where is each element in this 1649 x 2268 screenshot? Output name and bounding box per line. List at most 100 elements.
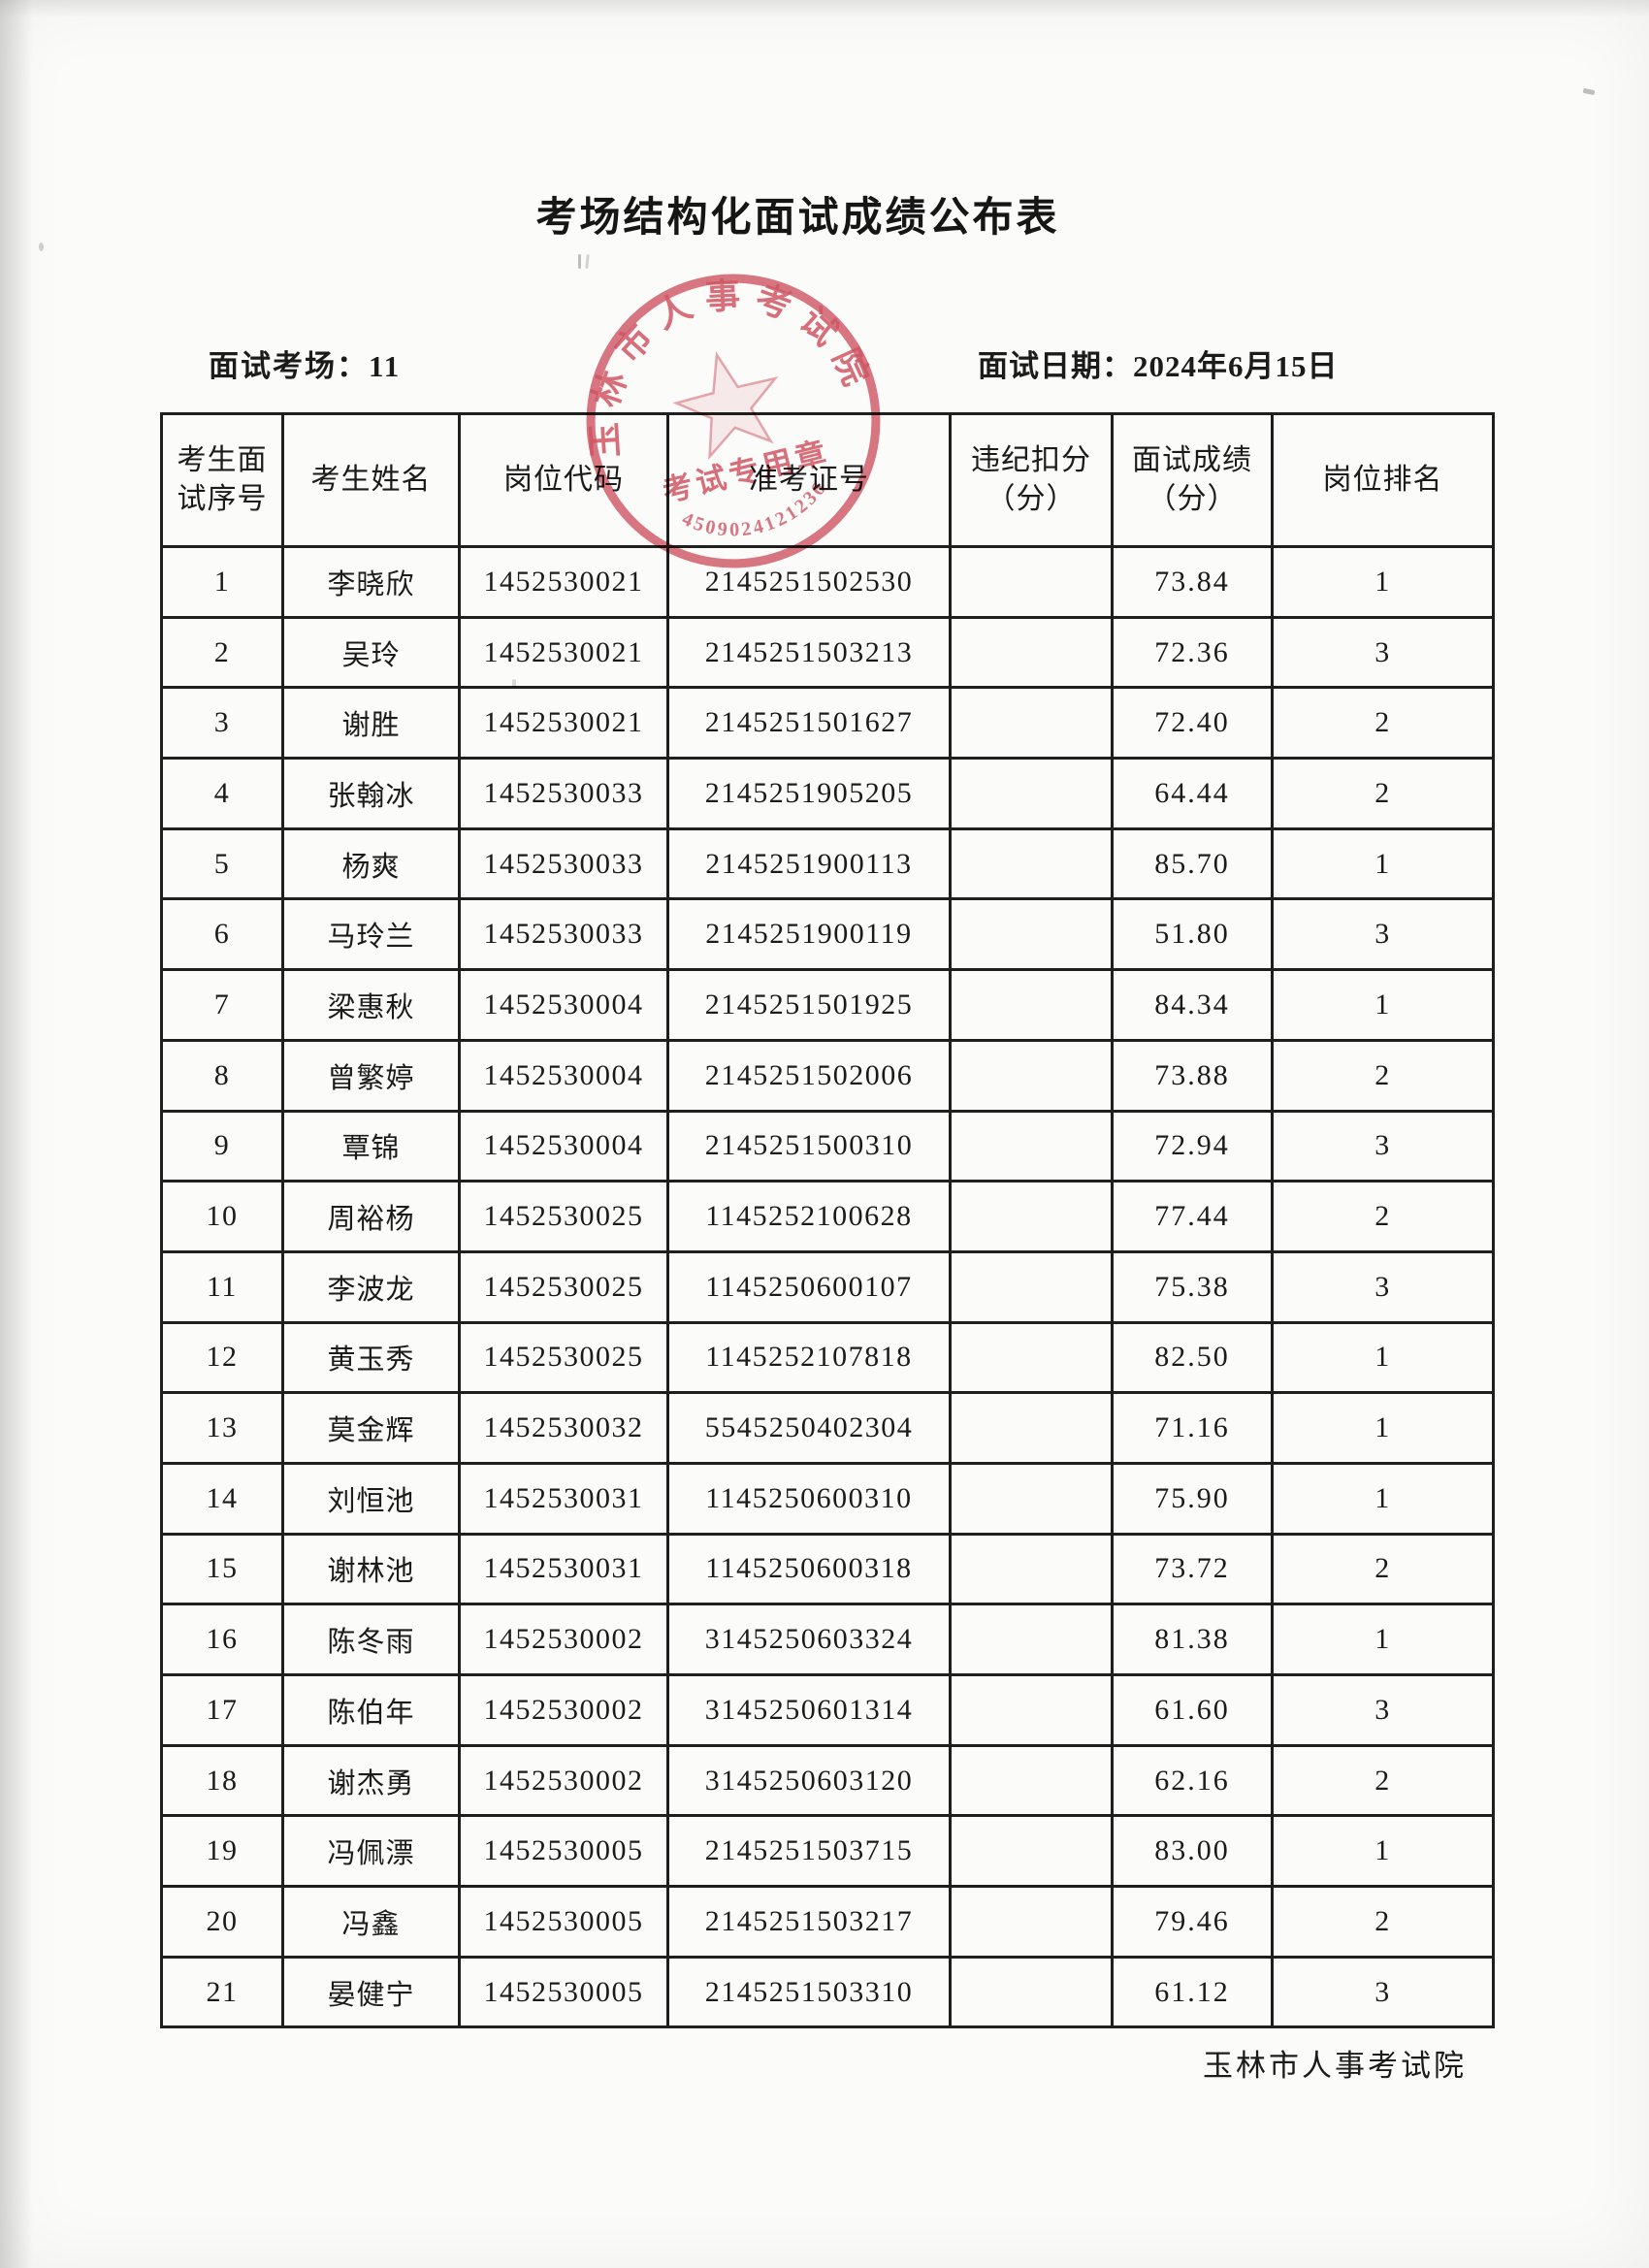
table-row: 19 冯佩漂 1452530005 2145251503715 83.00 1 [160, 1814, 1495, 1889]
table-row: 14 刘恒池 1452530031 1145250600310 75.90 1 [160, 1461, 1495, 1536]
cell-rank: 3 [1271, 1673, 1495, 1747]
scan-edge-shadow [0, 0, 33, 2268]
cell-score: 75.38 [1111, 1249, 1274, 1324]
cell-position-code: 1452530002 [458, 1673, 669, 1747]
cell-rank: 2 [1271, 1743, 1495, 1818]
scan-artifact [585, 253, 590, 270]
table-row: 1 李晓欣 1452530021 2145251502530 73.84 1 [160, 545, 1495, 619]
cell-rank: 3 [1271, 1249, 1495, 1324]
cell-seq: 4 [160, 757, 284, 830]
cell-name: 李波龙 [281, 1249, 461, 1324]
cell-seq: 7 [160, 968, 284, 1042]
cell-ticket-no: 2145251503310 [666, 1955, 952, 2029]
cell-position-code: 1452530025 [458, 1249, 669, 1324]
cell-penalty [949, 1180, 1114, 1253]
cell-ticket-no: 5545250402304 [666, 1391, 952, 1465]
cell-seq: 19 [160, 1814, 284, 1889]
cell-ticket-no: 1145252107818 [666, 1320, 952, 1395]
cell-penalty [949, 1532, 1114, 1606]
cell-ticket-no: 1145250600107 [666, 1249, 952, 1324]
cell-score: 83.00 [1111, 1814, 1274, 1889]
cell-seq: 17 [160, 1673, 284, 1747]
cell-ticket-no: 2145251503715 [666, 1814, 952, 1889]
scan-artifact [1582, 87, 1596, 96]
score-table: 考生面 试序号 考生姓名 岗位代码 准考证号 违纪扣分 （分） 面试成绩 （分）… [160, 412, 1495, 2029]
cell-ticket-no: 3145250603324 [666, 1603, 952, 1676]
cell-name: 晏健宁 [281, 1955, 461, 2029]
cell-position-code: 1452530025 [458, 1320, 669, 1395]
cell-position-code: 1452530031 [458, 1461, 669, 1536]
cell-position-code: 1452530021 [458, 545, 669, 619]
cell-rank: 2 [1271, 1038, 1495, 1113]
cell-name: 刘恒池 [281, 1461, 461, 1536]
cell-position-code: 1452530033 [458, 826, 669, 901]
cell-rank: 1 [1271, 826, 1495, 901]
cell-position-code: 1452530033 [458, 897, 669, 972]
cell-penalty [949, 1673, 1114, 1747]
cell-position-code: 1452530032 [458, 1391, 669, 1465]
cell-rank: 1 [1271, 545, 1495, 619]
table-row: 18 谢杰勇 1452530002 3145250603120 62.16 2 [160, 1743, 1495, 1818]
cell-penalty [949, 1955, 1114, 2029]
cell-seq: 6 [160, 897, 284, 972]
cell-ticket-no: 2145251900113 [666, 826, 952, 901]
cell-ticket-no: 2145251502530 [666, 545, 952, 619]
col-header-rank: 岗位排名 [1271, 412, 1495, 548]
cell-name: 冯佩漂 [281, 1814, 461, 1889]
cell-score: 81.38 [1111, 1603, 1274, 1676]
cell-name: 莫金辉 [281, 1391, 461, 1465]
cell-ticket-no: 3145250601314 [666, 1673, 952, 1747]
cell-name: 谢杰勇 [281, 1743, 461, 1818]
cell-name: 杨爽 [281, 826, 461, 901]
table-row: 10 周裕杨 1452530025 1145252100628 77.44 2 [160, 1180, 1495, 1253]
cell-seq: 20 [160, 1885, 284, 1959]
issuer-signature: 玉林市人事考试院 [1203, 2049, 1467, 2083]
cell-score: 72.36 [1111, 615, 1274, 690]
cell-score: 85.70 [1111, 826, 1274, 901]
cell-seq: 9 [160, 1109, 284, 1183]
cell-seq: 13 [160, 1391, 284, 1465]
cell-position-code: 1452530004 [458, 968, 669, 1042]
cell-position-code: 1452530031 [458, 1532, 669, 1606]
cell-ticket-no: 2145251900119 [666, 897, 952, 972]
cell-penalty [949, 686, 1114, 761]
cell-ticket-no: 2145251501925 [666, 968, 952, 1042]
cell-penalty [949, 1109, 1114, 1183]
cell-penalty [949, 545, 1114, 619]
cell-penalty [949, 1249, 1114, 1324]
table-row: 8 曾繁婷 1452530004 2145251502006 73.88 2 [160, 1038, 1495, 1113]
cell-rank: 1 [1271, 1603, 1495, 1676]
cell-seq: 15 [160, 1532, 284, 1606]
cell-rank: 3 [1271, 897, 1495, 972]
cell-penalty [949, 968, 1114, 1042]
cell-name: 曾繁婷 [281, 1038, 461, 1113]
cell-name: 谢林池 [281, 1532, 461, 1606]
cell-penalty [949, 757, 1114, 830]
cell-position-code: 1452530002 [458, 1603, 669, 1676]
cell-ticket-no: 2145251905205 [666, 757, 952, 830]
cell-score: 51.80 [1111, 897, 1274, 972]
table-row: 5 杨爽 1452530033 2145251900113 85.70 1 [160, 826, 1495, 901]
cell-name: 黄玉秀 [281, 1320, 461, 1395]
table-row: 6 马玲兰 1452530033 2145251900119 51.80 3 [160, 897, 1495, 972]
cell-penalty [949, 1603, 1114, 1676]
cell-score: 72.94 [1111, 1109, 1274, 1183]
table-header-row: 考生面 试序号 考生姓名 岗位代码 准考证号 违纪扣分 （分） 面试成绩 （分）… [160, 412, 1495, 548]
cell-position-code: 1452530005 [458, 1814, 669, 1889]
cell-name: 张翰冰 [281, 757, 461, 830]
cell-seq: 5 [160, 826, 284, 901]
interview-date-label: 面试日期：2024年6月15日 [978, 349, 1339, 383]
cell-ticket-no: 1145250600310 [666, 1461, 952, 1536]
cell-ticket-no: 3145250603120 [666, 1743, 952, 1818]
cell-rank: 1 [1271, 1461, 1495, 1536]
cell-rank: 2 [1271, 757, 1495, 830]
cell-position-code: 1452530005 [458, 1955, 669, 2029]
cell-seq: 11 [160, 1249, 284, 1324]
col-header-score: 面试成绩 （分） [1111, 412, 1274, 548]
cell-ticket-no: 2145251501627 [666, 686, 952, 761]
cell-score: 84.34 [1111, 968, 1274, 1042]
cell-seq: 16 [160, 1603, 284, 1676]
col-header-ticket-no: 准考证号 [666, 412, 952, 548]
cell-seq: 18 [160, 1743, 284, 1818]
